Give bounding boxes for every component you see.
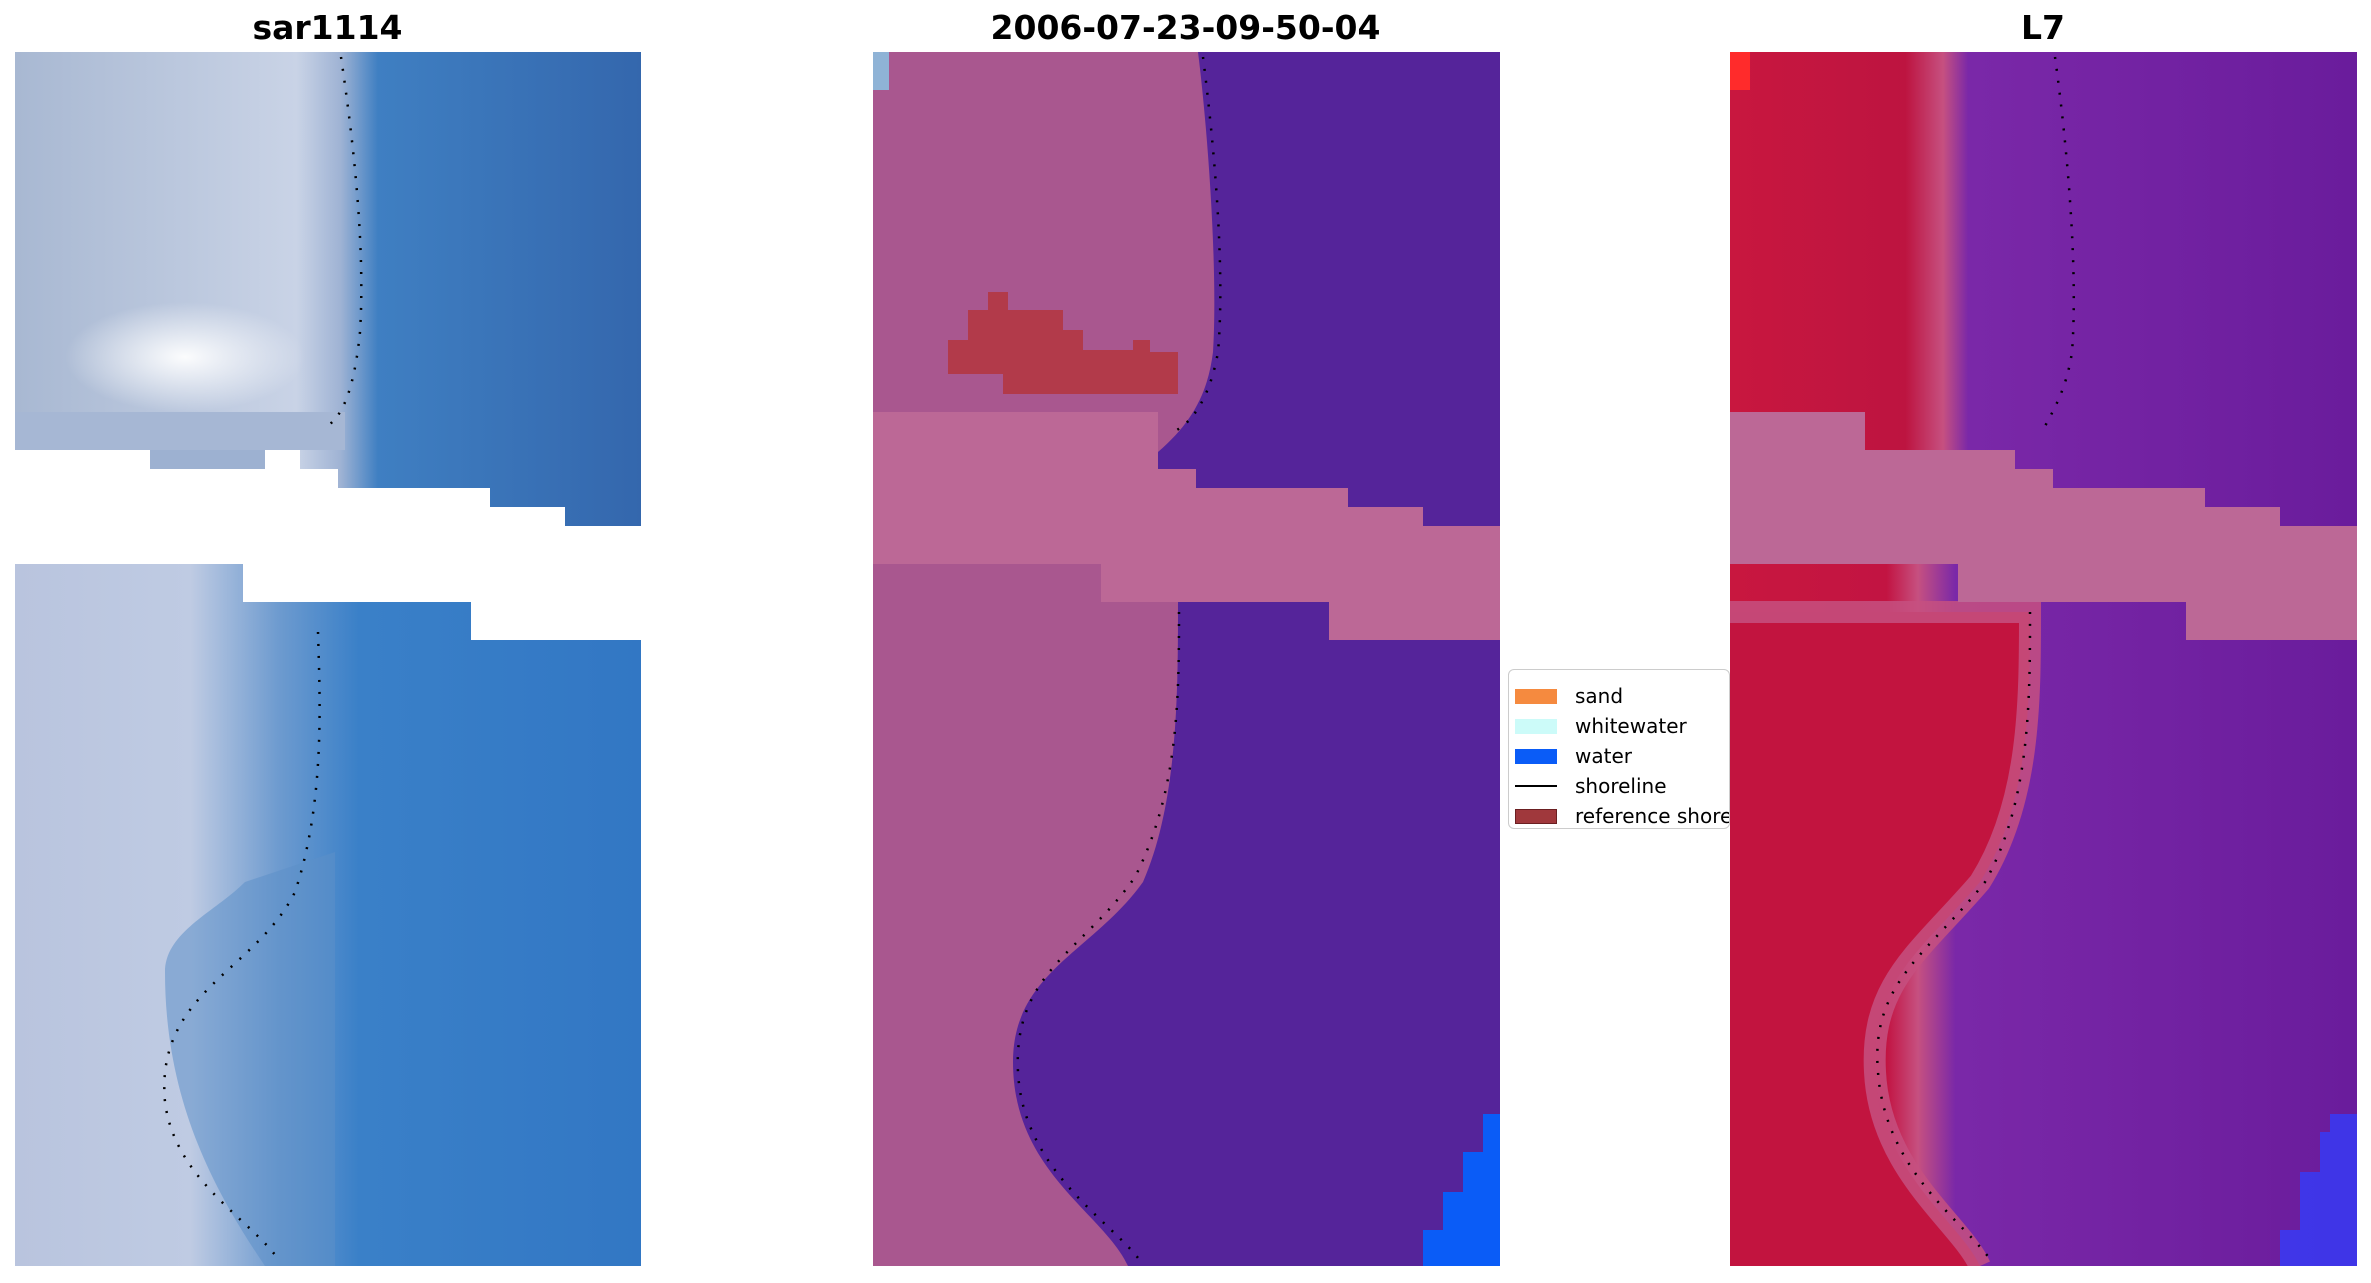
panel-title-right: L7 xyxy=(2021,8,2065,47)
shoreline-line-swatch xyxy=(1515,784,1557,788)
legend-label: water xyxy=(1575,744,1632,768)
classification-image xyxy=(873,52,1500,1266)
water-swatch xyxy=(1515,748,1557,764)
legend-item-sand: sand xyxy=(1515,681,1623,711)
legend-item-water: water xyxy=(1515,741,1632,771)
reference-shore-swatch xyxy=(1515,808,1557,824)
legend: sand whitewater water shoreline referenc… xyxy=(1508,669,1730,829)
whitewater-swatch xyxy=(1515,718,1557,734)
class-nodata-band xyxy=(873,412,1500,640)
panel-title-middle: 2006-07-23-09-50-04 xyxy=(990,8,1381,47)
l7-index-image xyxy=(1730,52,2357,1266)
legend-item-shoreline: shoreline xyxy=(1515,771,1667,801)
rgb-image xyxy=(15,52,641,1266)
class-land-top xyxy=(873,52,1215,472)
legend-label: whitewater xyxy=(1575,714,1687,738)
rgb-top-region xyxy=(15,52,641,526)
class-water-blue xyxy=(1423,1114,1500,1266)
shoreline-dots-rgb xyxy=(163,56,363,1263)
class-land-bottom xyxy=(873,564,1178,1266)
classification-panel xyxy=(873,52,1500,1266)
legend-label: sand xyxy=(1575,684,1624,708)
sand-swatch xyxy=(1515,688,1557,704)
class-reference-shore xyxy=(948,292,1178,394)
legend-label: shoreline xyxy=(1575,774,1667,798)
legend-label: reference shore xyxy=(1575,804,1730,828)
rgb-image-panel xyxy=(15,52,641,1266)
l7-nodata-band xyxy=(1730,412,2357,640)
l7-index-panel xyxy=(1730,52,2357,1266)
panel-title-left: sar1114 xyxy=(252,8,403,47)
legend-item-whitewater: whitewater xyxy=(1515,711,1687,741)
legend-item-reference-shore: reference shore xyxy=(1515,801,1730,828)
